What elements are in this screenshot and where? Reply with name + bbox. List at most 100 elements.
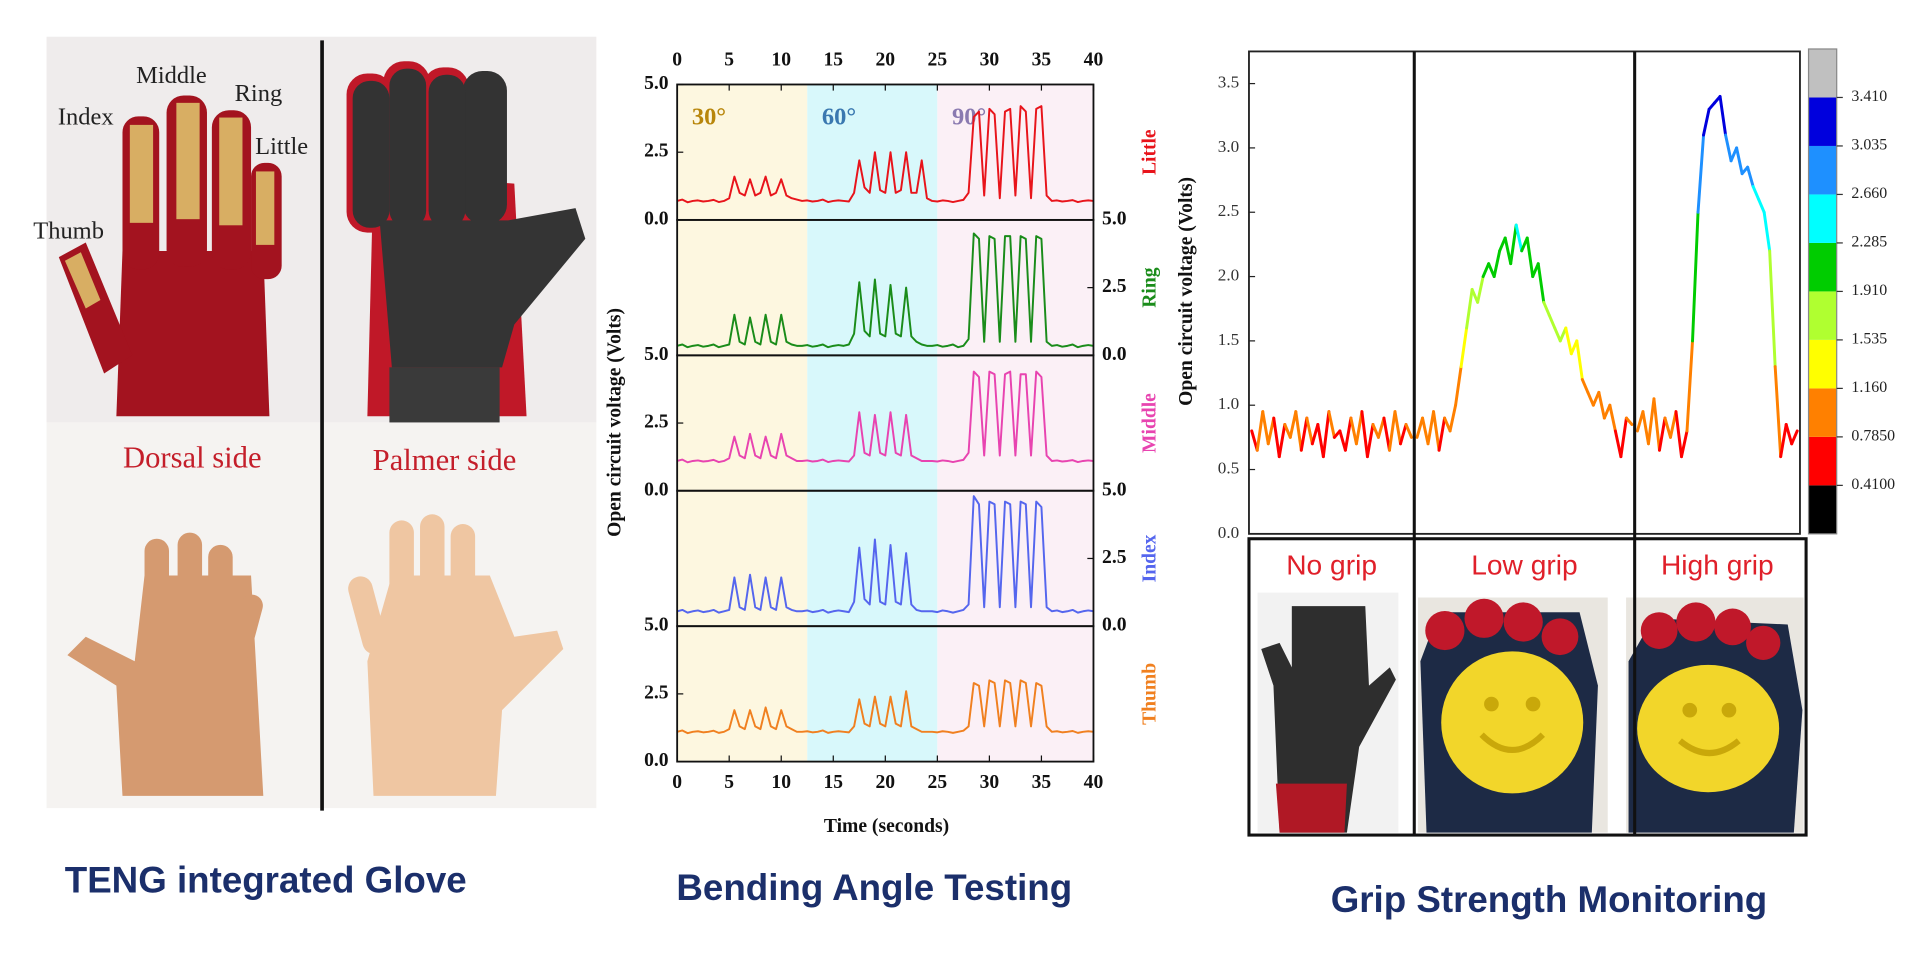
signal-segment — [1762, 210, 1772, 253]
colorbar-label: 2.285 — [1851, 234, 1887, 251]
y-tick-label: 1.0 — [1218, 394, 1239, 413]
x-tick-label: 10 — [771, 50, 791, 71]
finger-label: Middle — [136, 62, 207, 89]
y-tick-label: 0.0 — [1218, 523, 1239, 542]
signal-segment — [1619, 416, 1628, 459]
signal-segment — [1277, 423, 1287, 459]
y-tick-label: 0.0 — [644, 479, 669, 500]
series-name: Ring — [1140, 267, 1161, 307]
signal-segment — [1674, 410, 1683, 459]
signal-segment — [1624, 416, 1634, 426]
signal-segment — [1354, 410, 1364, 446]
colorbar-band — [1808, 97, 1837, 146]
signal-segment — [1432, 410, 1441, 452]
signal-line — [676, 105, 1094, 204]
finger-label: Thumb — [33, 217, 104, 244]
x-tick-label: 0 — [672, 772, 682, 793]
signal-segment — [1465, 287, 1474, 330]
y-tick-label: 3.5 — [1218, 73, 1239, 92]
signal-segment — [1751, 185, 1761, 201]
signal-segment — [1365, 423, 1375, 459]
signal-segment — [1525, 236, 1535, 279]
signal-line — [676, 679, 1094, 735]
signal-segment — [1784, 423, 1794, 446]
signal-segment — [1349, 416, 1358, 446]
grip-photos — [1257, 592, 1804, 833]
glove-labels: Index Middle Ring Little Thumb Dorsal si… — [33, 62, 516, 477]
y-axis-label: Open circuit voltage (Volts) — [1176, 177, 1197, 406]
signal-segment — [1790, 429, 1799, 446]
signal-segment — [1757, 197, 1766, 214]
signal-segment — [1437, 416, 1447, 452]
colorbar-band — [1808, 194, 1837, 243]
signal-segment — [1685, 339, 1694, 433]
x-tick-label: 35 — [1032, 50, 1052, 71]
x-tick-label: 5 — [724, 50, 734, 71]
y-tick-label: 5.0 — [644, 344, 669, 365]
x-tick-label: 15 — [823, 772, 843, 793]
x-tick-label: 10 — [771, 772, 791, 793]
y-tick-label: 2.5 — [1102, 276, 1127, 297]
x-tick-label: 25 — [928, 50, 948, 71]
y-tick-label: 3.0 — [1218, 137, 1239, 156]
y-tick-label: 0.0 — [644, 750, 669, 771]
colorbar-band — [1808, 339, 1837, 389]
signal-segment — [1255, 410, 1265, 452]
x-axis-label: Time (seconds) — [824, 816, 949, 837]
series-name: Middle — [1140, 393, 1161, 453]
signal-segment — [1459, 326, 1469, 369]
signal-segment — [1503, 236, 1513, 266]
y-tick-label: 5.0 — [644, 73, 669, 94]
signal-segment — [1646, 397, 1656, 446]
signal-segment — [1613, 429, 1623, 459]
x-tick-label: 30 — [980, 50, 1000, 71]
signal-line — [676, 232, 1094, 349]
caption: Grip Strength Monitoring — [1331, 879, 1767, 920]
signal-segment — [1547, 313, 1557, 330]
signal-segment — [1294, 410, 1303, 452]
signal-segment — [1564, 326, 1573, 356]
signal-segment — [1399, 423, 1408, 446]
y-tick-label: 2.5 — [644, 141, 669, 162]
signal-segment — [1553, 326, 1562, 343]
x-tick-label: 20 — [876, 772, 896, 793]
x-tick-label: 5 — [724, 772, 734, 793]
colorbar-label: 1.910 — [1851, 282, 1887, 299]
signal-segment — [1680, 429, 1689, 459]
signal-line — [676, 370, 1094, 464]
signal-segment — [1272, 416, 1281, 459]
photo-frame — [1247, 537, 1808, 837]
y-tick-label: 0.0 — [1102, 344, 1127, 365]
y-tick-label: 5.0 — [1102, 479, 1127, 500]
finger-label: Index — [58, 103, 114, 130]
series-name: Little — [1140, 129, 1161, 175]
colorbar-band — [1808, 485, 1837, 534]
signal-segment — [1305, 416, 1314, 446]
series-name: Thumb — [1140, 663, 1161, 725]
signal-segment — [1608, 403, 1617, 433]
signal-segment — [1492, 249, 1502, 279]
signal-segment — [1321, 410, 1331, 459]
colorbar-label: 3.410 — [1851, 88, 1887, 105]
signal-segment — [1288, 410, 1298, 439]
signal-segment — [1360, 410, 1369, 459]
finger-label: Little — [255, 133, 308, 160]
colorbar-label: 1.160 — [1851, 379, 1887, 396]
y-tick-label: 2.5 — [1218, 201, 1239, 220]
caption: Bending Angle Testing — [676, 867, 1072, 908]
y-tick-label: 5.0 — [1102, 208, 1127, 229]
colorbar-band — [1808, 388, 1837, 437]
colorbar-band — [1808, 48, 1837, 98]
x-tick-label: 15 — [823, 50, 843, 71]
y-tick-label: 0.0 — [1102, 615, 1127, 636]
region — [807, 84, 938, 762]
signal-segment — [1421, 416, 1430, 446]
signal-segment — [1663, 416, 1672, 439]
signal-segment — [1597, 390, 1606, 420]
y-tick-label: 2.5 — [644, 682, 669, 703]
signal-segment — [1481, 262, 1491, 279]
y-tick-label: 2.0 — [1218, 265, 1239, 284]
x-tick-label: 0 — [672, 50, 682, 71]
colorbar-label: 2.660 — [1851, 185, 1887, 202]
